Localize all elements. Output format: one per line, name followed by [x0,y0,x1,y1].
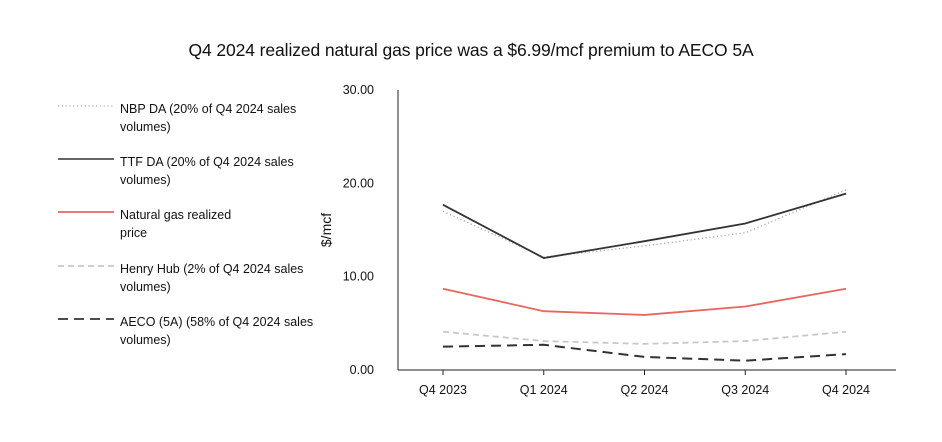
legend-item-henry-hub: Henry Hub (2% of Q4 2024 sales volumes) [58,260,320,296]
x-tick-label: Q4 2024 [822,383,870,397]
x-ticks: Q4 2023 Q1 2024 Q2 2024 Q3 2024 Q4 2024 [419,370,870,397]
y-ticks: 0.00 10.00 20.00 30.00 [343,83,374,377]
legend-label-ttf: TTF DA (20% of Q4 2024 sales volumes) [120,155,294,187]
legend-swatch-nbp [58,105,114,107]
x-tick-label: Q1 2024 [520,383,568,397]
y-tick-label: 0.00 [350,363,374,377]
legend-swatch-aeco [58,318,114,320]
legend-label-nbp: NBP DA (20% of Q4 2024 sales volumes) [120,102,297,134]
series-line-aeco [442,343,847,362]
series-line-ttf [442,192,847,259]
y-tick-label: 20.00 [343,176,374,190]
legend-item-nbp: NBP DA (20% of Q4 2024 sales volumes) [58,100,320,136]
y-axis-label: $/mcf [318,213,334,247]
y-tick-label: 10.00 [343,270,374,284]
y-tick-label: 30.00 [343,83,374,97]
legend-label-aeco: AECO (5A) (58% of Q4 2024 sales volumes) [120,315,314,347]
legend-item-aeco: AECO (5A) (58% of Q4 2024 sales volumes) [58,313,320,349]
series-line-nbp [442,189,847,258]
legend-swatch-realized [58,211,114,213]
legend-item-realized: Natural gas realized price [58,206,260,242]
series-lines [442,189,847,362]
x-tick-label: Q4 2023 [419,383,467,397]
legend-label-henry-hub: Henry Hub (2% of Q4 2024 sales volumes) [120,262,304,294]
legend-item-ttf: TTF DA (20% of Q4 2024 sales volumes) [58,153,320,189]
x-tick-label: Q3 2024 [721,383,769,397]
legend-swatch-ttf [58,158,114,160]
series-line-henry-hub [442,330,847,345]
x-tick-label: Q2 2024 [621,383,669,397]
chart-title: Q4 2024 realized natural gas price was a… [188,40,754,60]
series-line-realized [442,287,847,316]
legend-label-realized: Natural gas realized price [120,208,232,240]
